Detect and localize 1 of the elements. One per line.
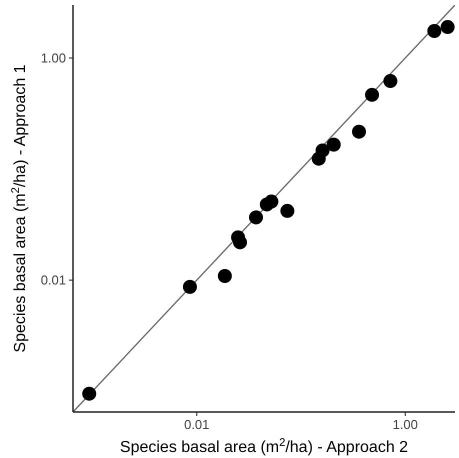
x-axis-title: Species basal area (m$^{2}$/ha) - Approach 2 [120,437,408,456]
